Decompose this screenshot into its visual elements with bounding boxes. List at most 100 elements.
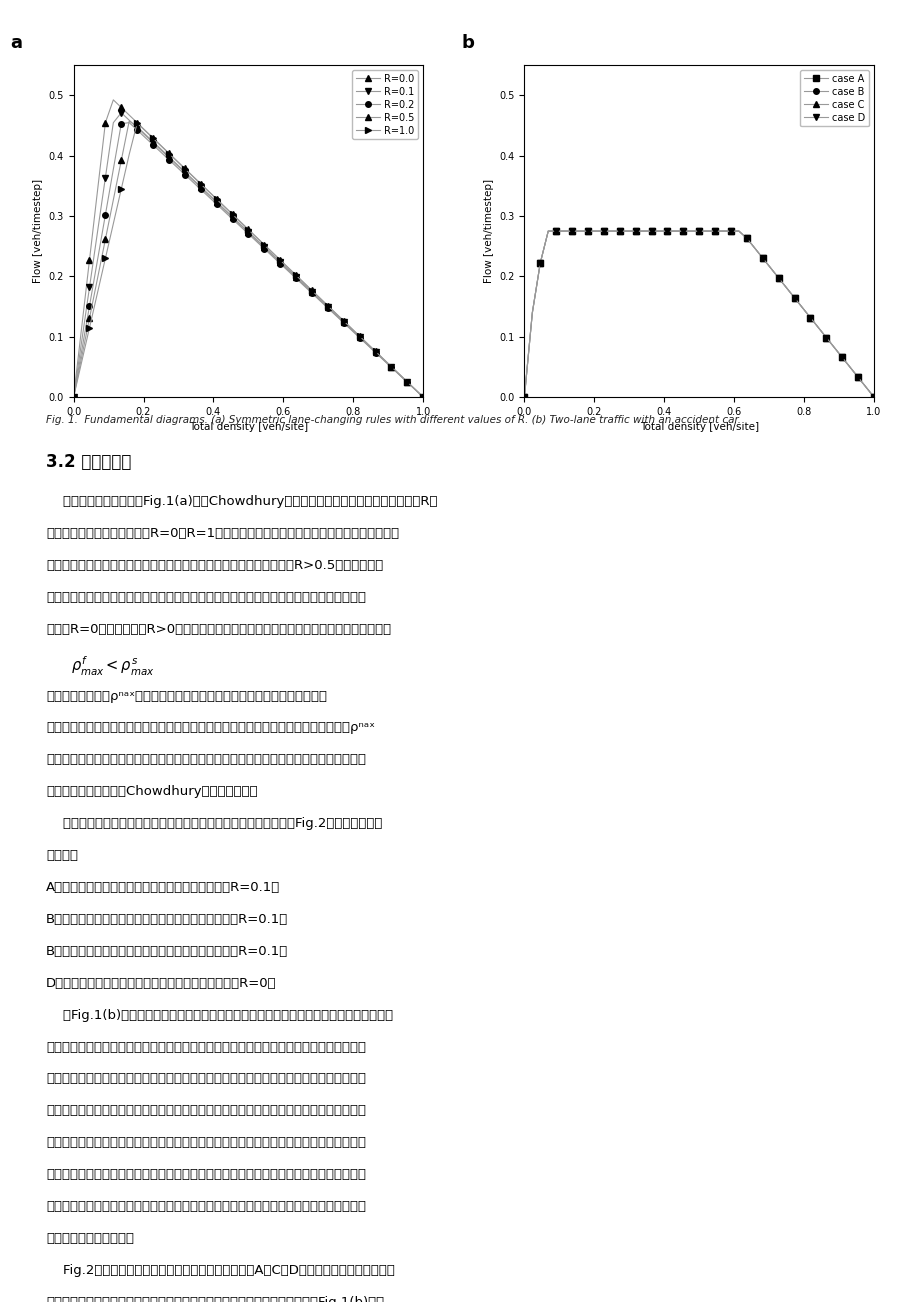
Text: 时，由于车辆的互相干扰，基本图很难显示出他们的不同之处。由于在高密度区域快车不能: 时，由于车辆的互相干扰，基本图很难显示出他们的不同之处。由于在高密度区域快车不能 bbox=[46, 754, 366, 767]
case C bbox=[527, 305, 538, 320]
Text: 3.2 模拟与结果: 3.2 模拟与结果 bbox=[46, 453, 131, 471]
R=0.5 bbox=[131, 118, 142, 134]
Legend: case A, case B, case C, case D: case A, case B, case C, case D bbox=[799, 70, 868, 126]
case C bbox=[630, 224, 641, 240]
R=1.0 bbox=[187, 168, 199, 184]
R=0.1 bbox=[123, 112, 134, 128]
X-axis label: Total density [veh/site]: Total density [veh/site] bbox=[639, 422, 758, 432]
R=0.2 bbox=[203, 189, 214, 204]
case A bbox=[709, 224, 720, 240]
R=0.5 bbox=[267, 246, 278, 262]
Line: case A: case A bbox=[521, 228, 876, 400]
R=0.1 bbox=[298, 277, 309, 293]
case A bbox=[542, 224, 553, 240]
case A bbox=[868, 389, 879, 405]
case C bbox=[828, 340, 839, 355]
case D bbox=[693, 224, 704, 240]
case A bbox=[638, 224, 649, 240]
R=0.0 bbox=[155, 138, 166, 154]
Text: 于有慢车存在的流量。这种现象描绘出了现实的交通流量。另一方面，当车辆密度大于ρⁿᵃˣ: 于有慢车存在的流量。这种现象描绘出了现实的交通流量。另一方面，当车辆密度大于ρⁿ… bbox=[46, 721, 375, 734]
Line: R=0.0: R=0.0 bbox=[71, 98, 425, 400]
case B bbox=[573, 224, 584, 240]
R=0.5 bbox=[100, 232, 111, 247]
R=0.0 bbox=[68, 389, 79, 405]
R=0.0 bbox=[147, 130, 158, 146]
Text: 交通带来了影响，在高密度区域和低密度区域之间伴随着相分离的出现。这也是基本图中为: 交通带来了影响，在高密度区域和低密度区域之间伴随着相分离的出现。这也是基本图中为 bbox=[46, 1200, 366, 1213]
R=1.0 bbox=[369, 344, 380, 359]
R=0.1 bbox=[234, 217, 245, 233]
case A bbox=[852, 370, 863, 385]
case B bbox=[534, 255, 545, 271]
R=0.1 bbox=[68, 389, 79, 405]
R=0.5 bbox=[322, 299, 333, 315]
R=0.5 bbox=[243, 224, 254, 240]
case A bbox=[732, 224, 743, 240]
R=0.2 bbox=[100, 207, 111, 223]
R=0.0 bbox=[92, 184, 103, 199]
R=1.0 bbox=[306, 283, 317, 298]
R=0.0 bbox=[203, 184, 214, 199]
case C bbox=[868, 389, 879, 405]
case C bbox=[590, 224, 601, 240]
R=0.0 bbox=[195, 176, 206, 191]
R=1.0 bbox=[290, 267, 301, 283]
case A bbox=[606, 224, 617, 240]
R=0.1 bbox=[210, 195, 221, 211]
R=0.1 bbox=[116, 105, 127, 121]
case D bbox=[709, 224, 720, 240]
case D bbox=[614, 224, 625, 240]
R=0.5 bbox=[140, 126, 151, 142]
case A bbox=[748, 241, 759, 256]
R=0.0 bbox=[362, 336, 373, 352]
case D bbox=[835, 349, 846, 365]
R=1.0 bbox=[402, 374, 413, 389]
X-axis label: Total density [veh/site]: Total density [veh/site] bbox=[188, 422, 308, 432]
R=0.2 bbox=[187, 174, 199, 190]
R=0.1 bbox=[338, 315, 349, 331]
R=0.5 bbox=[402, 374, 413, 389]
R=0.2 bbox=[123, 115, 134, 130]
R=0.2 bbox=[219, 204, 230, 220]
R=0.0 bbox=[306, 283, 317, 298]
case C bbox=[852, 370, 863, 385]
case A bbox=[765, 260, 776, 276]
case B bbox=[638, 224, 649, 240]
case B bbox=[725, 224, 736, 240]
R=0.2 bbox=[402, 375, 413, 391]
case C bbox=[558, 224, 569, 240]
case A bbox=[566, 224, 577, 240]
R=1.0 bbox=[275, 253, 286, 268]
Text: Fig. 1.  Fundamental diagrams. (a) Symmetric lane-changing rules with different : Fig. 1. Fundamental diagrams. (a) Symmet… bbox=[46, 415, 740, 424]
case A bbox=[835, 349, 846, 365]
case C bbox=[661, 224, 672, 240]
case C bbox=[725, 224, 736, 240]
case D bbox=[558, 224, 569, 240]
R=0.0 bbox=[210, 191, 221, 207]
R=1.0 bbox=[195, 176, 206, 191]
case C bbox=[677, 224, 688, 240]
case A bbox=[590, 224, 601, 240]
R=0.5 bbox=[290, 270, 301, 285]
R=0.5 bbox=[92, 271, 103, 286]
R=0.1 bbox=[417, 389, 428, 405]
Text: b: b bbox=[461, 34, 474, 52]
case B bbox=[859, 379, 870, 395]
R=0.1 bbox=[402, 375, 413, 391]
R=0.0 bbox=[116, 100, 127, 116]
R=0.2 bbox=[393, 367, 404, 383]
case A bbox=[558, 224, 569, 240]
R=0.1 bbox=[164, 150, 175, 165]
case B bbox=[835, 349, 846, 365]
R=0.1 bbox=[251, 232, 262, 247]
R=0.5 bbox=[282, 262, 293, 277]
R=0.0 bbox=[338, 312, 349, 328]
R=0.2 bbox=[171, 159, 182, 174]
case C bbox=[653, 224, 664, 240]
Text: A：事故车在右车道的中间位置，采用对称换道规则R=0.1；: A：事故车在右车道的中间位置，采用对称换道规则R=0.1； bbox=[46, 881, 280, 894]
R=0.5 bbox=[147, 134, 158, 150]
R=0.5 bbox=[330, 307, 341, 323]
case D bbox=[772, 270, 783, 285]
R=0.2 bbox=[338, 315, 349, 331]
case C bbox=[518, 389, 529, 405]
R=0.0 bbox=[417, 389, 428, 405]
